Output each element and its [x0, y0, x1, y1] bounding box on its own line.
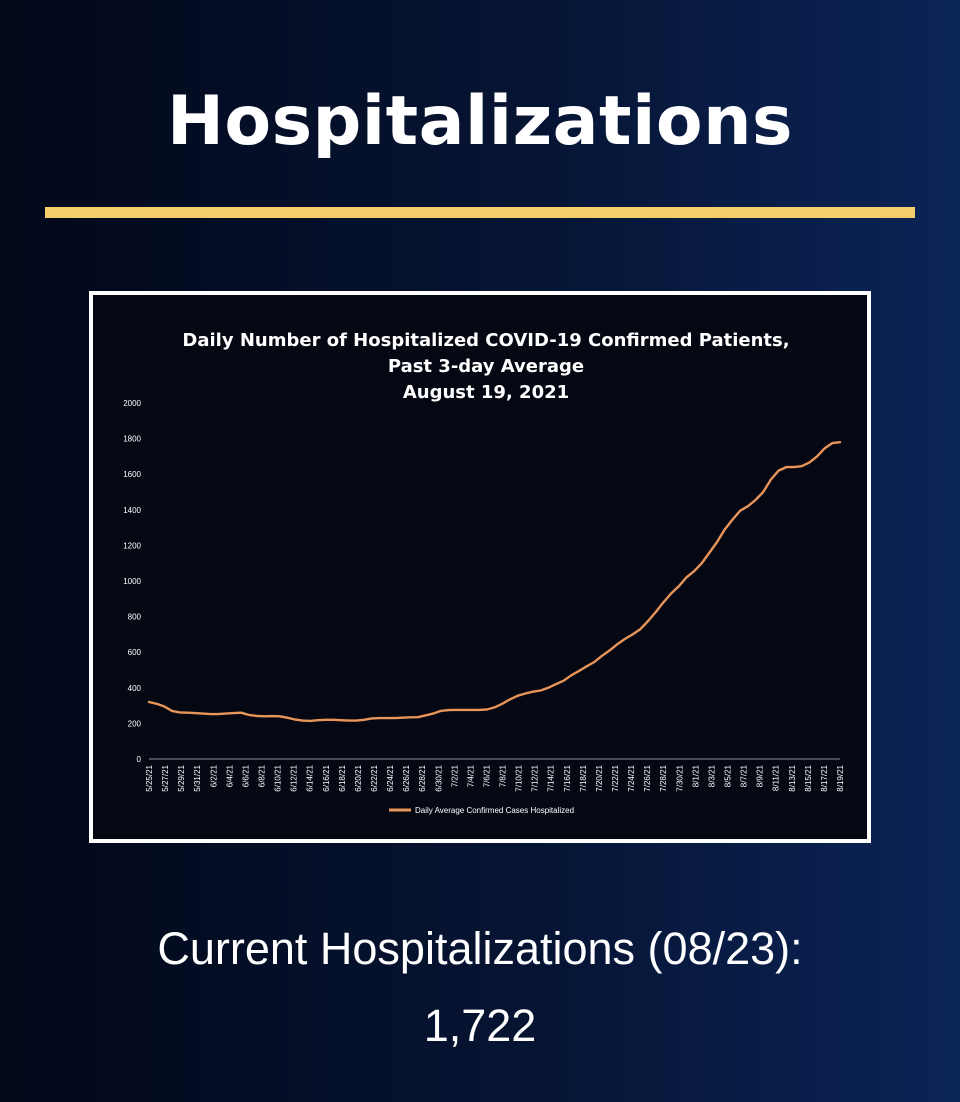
x-tick-label: 6/24/21 — [386, 764, 395, 791]
x-tick-label: 8/9/21 — [756, 764, 765, 787]
x-tick-label: 7/12/21 — [531, 764, 540, 791]
x-tick-label: 6/4/21 — [225, 764, 234, 787]
series-layer — [147, 440, 842, 723]
y-tick-label: 200 — [128, 719, 142, 728]
x-tick-label: 6/18/21 — [338, 764, 347, 791]
y-tick-label: 1400 — [123, 506, 141, 515]
x-tick-label: 6/6/21 — [241, 764, 250, 787]
x-tick-label: 7/16/21 — [563, 764, 572, 791]
y-axis: 0 200 400 600 800 1000 1200 1400 1600 1800 2000 — [123, 399, 141, 764]
x-tick-label: 8/7/21 — [740, 764, 749, 787]
x-tick-label: 7/20/21 — [595, 764, 604, 791]
x-axis: 5/25/21 5/27/21 5/29/21 5/31/21 6/2/21 6/4/21… — [145, 758, 845, 792]
x-tick-label: 7/28/21 — [659, 764, 668, 791]
chart-legend: Daily Average Confirmed Cases Hospitaliz… — [389, 806, 574, 815]
x-tick-label: 5/27/21 — [161, 764, 170, 791]
x-tick-label: 6/10/21 — [274, 764, 283, 791]
title-divider — [45, 207, 915, 218]
y-tick-label: 400 — [128, 684, 142, 693]
x-tick-label: 8/13/21 — [788, 764, 797, 791]
x-tick-label: 6/20/21 — [354, 764, 363, 791]
y-tick-label: 2000 — [123, 399, 141, 408]
y-tick-label: 1800 — [123, 435, 141, 444]
x-tick-label: 8/5/21 — [724, 764, 733, 787]
x-tick-label: 6/22/21 — [370, 764, 379, 791]
y-tick-label: 1200 — [123, 541, 141, 550]
x-tick-label: 7/2/21 — [450, 764, 459, 787]
x-tick-label: 6/26/21 — [402, 764, 411, 791]
x-tick-label: 5/29/21 — [177, 764, 186, 791]
x-tick-label: 8/1/21 — [691, 764, 700, 787]
y-tick-label: 0 — [137, 755, 142, 764]
x-tick-label: 7/24/21 — [627, 764, 636, 791]
x-tick-label: 7/10/21 — [515, 764, 524, 791]
chart-title-line-1: Daily Number of Hospitalized COVID-19 Co… — [182, 330, 789, 351]
x-tick-label: 8/15/21 — [804, 764, 813, 791]
x-tick-label: 6/14/21 — [306, 764, 315, 791]
y-tick-label: 1600 — [123, 470, 141, 479]
current-hospitalizations-label: Current Hospitalizations (08/23): — [157, 923, 803, 974]
x-tick-label: 7/18/21 — [579, 764, 588, 791]
hospitalizations-line-chart: Daily Number of Hospitalized COVID-19 Co… — [123, 330, 845, 815]
x-tick-label: 8/11/21 — [772, 764, 781, 791]
x-tick-label: 6/28/21 — [418, 764, 427, 791]
x-tick-label: 6/16/21 — [322, 764, 331, 791]
x-tick-label: 6/2/21 — [209, 764, 218, 787]
x-tick-label: 7/4/21 — [466, 764, 475, 787]
x-tick-label: 8/19/21 — [836, 764, 845, 791]
x-tick-label: 7/14/21 — [547, 764, 556, 791]
page-title: Hospitalizations — [167, 82, 793, 161]
chart-title-line-3: August 19, 2021 — [403, 382, 569, 403]
legend-label: Daily Average Confirmed Cases Hospitaliz… — [415, 806, 574, 815]
y-tick-label: 600 — [128, 648, 142, 657]
x-tick-label: 8/17/21 — [820, 764, 829, 791]
x-tick-label: 7/30/21 — [675, 764, 684, 791]
x-tick-label: 5/25/21 — [145, 764, 154, 791]
y-tick-label: 800 — [128, 613, 142, 622]
x-tick-label: 7/8/21 — [499, 764, 508, 787]
x-tick-label: 5/31/21 — [193, 764, 202, 791]
current-hospitalizations-value: 1,722 — [423, 1000, 537, 1051]
x-tick-label: 6/30/21 — [434, 764, 443, 791]
x-tick-label: 7/26/21 — [643, 764, 652, 791]
chart-title-line-2: Past 3-day Average — [388, 356, 584, 377]
y-tick-label: 1000 — [123, 577, 141, 586]
x-tick-label: 6/12/21 — [290, 764, 299, 791]
x-tick-label: 6/8/21 — [257, 764, 266, 787]
x-tick-label: 7/22/21 — [611, 764, 620, 791]
x-tick-label: 8/3/21 — [707, 764, 716, 787]
series-line-hospitalized — [147, 440, 842, 723]
x-tick-label: 7/6/21 — [482, 764, 491, 787]
chart-frame: Daily Number of Hospitalized COVID-19 Co… — [89, 291, 871, 843]
